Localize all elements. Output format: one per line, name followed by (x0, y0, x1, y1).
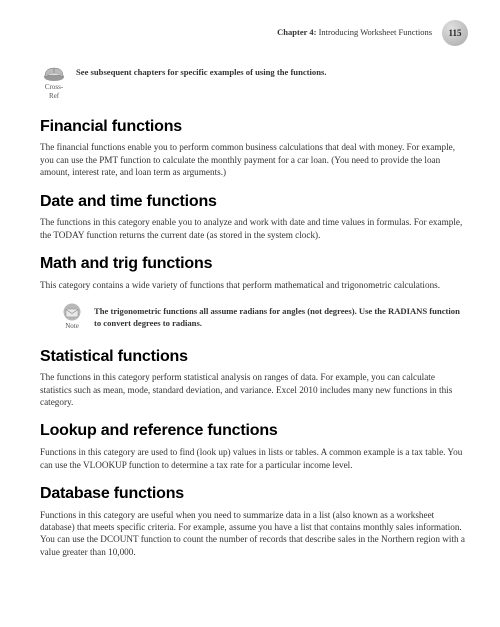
section-datetime: Date and time functions The functions in… (40, 191, 468, 241)
crossref-callout: Cross-Ref See subsequent chapters for sp… (40, 64, 468, 102)
crossref-icon: Cross-Ref (40, 64, 68, 102)
body-database: Functions in this category are useful wh… (40, 509, 468, 559)
page-number: 115 (448, 27, 461, 39)
body-lookup: Functions in this category are used to f… (40, 446, 468, 471)
body-datetime: The functions in this category enable yo… (40, 216, 468, 241)
heading-math: Math and trig functions (40, 253, 468, 275)
chapter-label: Chapter 4: Introducing Worksheet Functio… (277, 27, 432, 38)
page-number-badge: 115 (442, 20, 468, 46)
note-text: The trigonometric functions all assume r… (94, 303, 468, 329)
heading-datetime: Date and time functions (40, 191, 468, 213)
heading-financial: Financial functions (40, 116, 468, 138)
heading-statistical: Statistical functions (40, 346, 468, 368)
note-label: Note (65, 322, 79, 331)
heading-database: Database functions (40, 483, 468, 505)
body-math: This category contains a wide variety of… (40, 279, 468, 291)
page-header: Chapter 4: Introducing Worksheet Functio… (40, 20, 468, 46)
section-financial: Financial functions The financial functi… (40, 116, 468, 179)
section-lookup: Lookup and reference functions Functions… (40, 420, 468, 470)
section-database: Database functions Functions in this cat… (40, 483, 468, 558)
note-icon: Note (58, 303, 86, 331)
body-financial: The financial functions enable you to pe… (40, 141, 468, 178)
body-statistical: The functions in this category perform s… (40, 371, 468, 408)
crossref-text: See subsequent chapters for specific exa… (76, 64, 327, 79)
chapter-number: Chapter 4: (277, 27, 316, 37)
note-callout: Note The trigonometric functions all ass… (58, 303, 468, 331)
heading-lookup: Lookup and reference functions (40, 420, 468, 442)
section-statistical: Statistical functions The functions in t… (40, 346, 468, 409)
crossref-label: Cross-Ref (40, 83, 68, 102)
chapter-title: Introducing Worksheet Functions (316, 27, 432, 37)
section-math: Math and trig functions This category co… (40, 253, 468, 291)
